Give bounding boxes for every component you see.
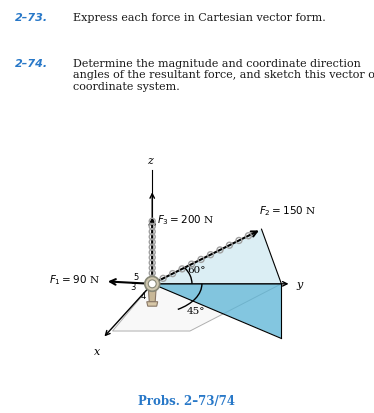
Text: $F_2 = 150$ N: $F_2 = 150$ N	[259, 204, 316, 217]
Circle shape	[145, 277, 160, 292]
Text: 4: 4	[141, 291, 146, 300]
Text: 45°: 45°	[187, 306, 205, 316]
Text: 3: 3	[130, 282, 135, 291]
Text: 2–74.: 2–74.	[15, 59, 48, 69]
Text: 60°: 60°	[187, 265, 205, 274]
Text: 2–73.: 2–73.	[15, 13, 48, 23]
Circle shape	[148, 280, 156, 288]
Text: $F_1 = 90$ N: $F_1 = 90$ N	[49, 272, 100, 286]
Polygon shape	[148, 291, 156, 302]
Text: z: z	[147, 155, 153, 165]
Polygon shape	[147, 302, 158, 306]
Text: 5: 5	[134, 273, 139, 282]
Polygon shape	[152, 284, 281, 339]
Polygon shape	[113, 284, 281, 331]
Text: y: y	[296, 279, 303, 289]
Polygon shape	[152, 230, 281, 284]
Text: x: x	[95, 346, 101, 356]
Text: Express each force in Cartesian vector form.: Express each force in Cartesian vector f…	[73, 13, 326, 23]
Text: Probs. 2–73/74: Probs. 2–73/74	[138, 394, 236, 407]
Text: $F_3 = 200$ N: $F_3 = 200$ N	[157, 213, 215, 227]
Text: Determine the magnitude and coordinate direction
angles of the resultant force, : Determine the magnitude and coordinate d…	[73, 59, 374, 92]
